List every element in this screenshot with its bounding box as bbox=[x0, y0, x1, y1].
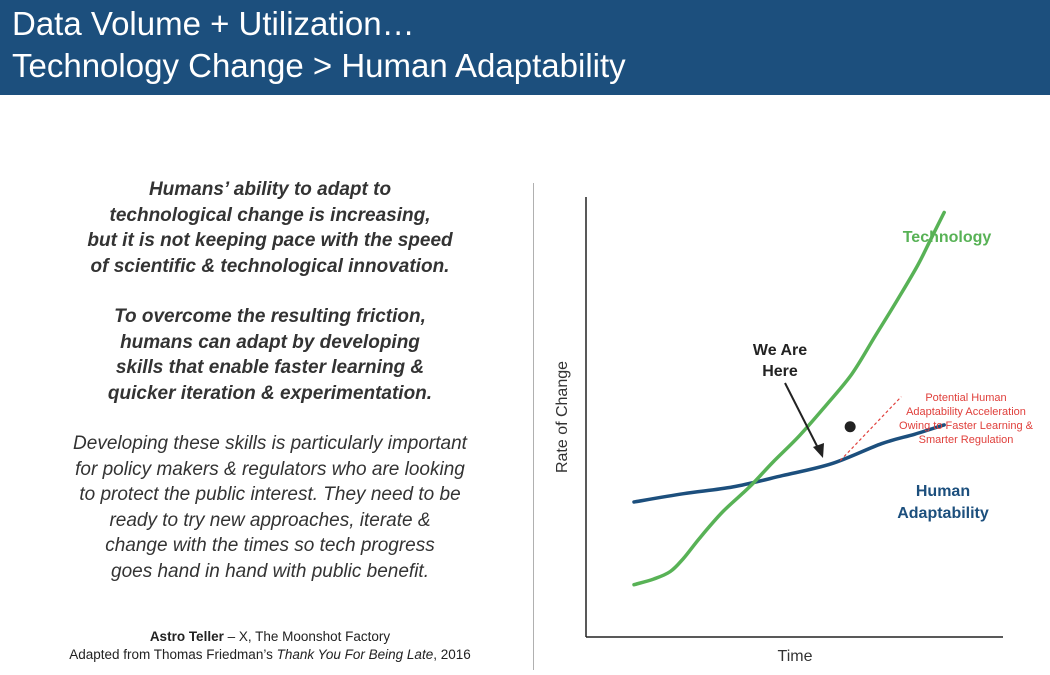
y-axis-label: Rate of Change bbox=[554, 361, 571, 473]
attribution: Astro Teller – X, The Moonshot Factory A… bbox=[20, 628, 520, 664]
technology-label: Technology bbox=[903, 229, 992, 246]
p3-line: change with the times so tech progress bbox=[105, 535, 435, 556]
slide-title-line1: Data Volume + Utilization… bbox=[12, 5, 415, 42]
p2-line: humans can adapt by developing bbox=[120, 331, 420, 353]
p1-line: but it is not keeping pace with the spee… bbox=[87, 230, 453, 251]
p1-line: technological change is increasing, bbox=[109, 204, 431, 226]
human-adaptability-label-line1: Human bbox=[916, 483, 970, 500]
p3-line: Developing these skills is particularly … bbox=[73, 433, 467, 454]
p3-line: ready to try new approaches, iterate & bbox=[109, 509, 431, 531]
paragraph-3: Developing these skills is particularly … bbox=[20, 431, 520, 584]
we-are-here-label-line2: Here bbox=[762, 363, 798, 380]
acceleration-label-line: Smarter Regulation bbox=[919, 434, 1014, 446]
human-adaptability-line bbox=[632, 423, 946, 504]
we-are-here-arrowhead bbox=[813, 443, 824, 458]
source-suffix: , 2016 bbox=[433, 647, 471, 662]
source-book-title: Thank You For Being Late bbox=[276, 647, 434, 662]
vertical-divider bbox=[533, 183, 534, 670]
acceleration-label-line: Adaptability Acceleration bbox=[906, 406, 1026, 418]
we-are-here-arrow-shaft bbox=[784, 382, 819, 449]
technology-line bbox=[632, 210, 946, 587]
human-adaptability-label-line2: Adaptability bbox=[897, 505, 989, 522]
author-affiliation: – X, The Moonshot Factory bbox=[223, 629, 391, 644]
we-are-here-point bbox=[844, 421, 856, 433]
p2-line: skills that enable faster learning & bbox=[115, 357, 425, 378]
source-prefix: Adapted from Thomas Friedman’s bbox=[69, 647, 277, 662]
p1-line: Humans’ ability to adapt to bbox=[148, 179, 392, 200]
p3-line: for policy makers & regulators who are l… bbox=[75, 458, 465, 480]
we-are-here-label-line1: We Are bbox=[753, 342, 807, 359]
attribution-author-line: Astro Teller – X, The Moonshot Factory bbox=[20, 628, 520, 646]
p2-line: quicker iteration & experimentation. bbox=[107, 382, 433, 404]
paragraph-2: To overcome the resulting friction, huma… bbox=[20, 304, 520, 406]
p2-line: To overcome the resulting friction, bbox=[114, 306, 426, 327]
attribution-source-line: Adapted from Thomas Friedman’s Thank You… bbox=[20, 646, 520, 664]
p3-line: to protect the public interest. They nee… bbox=[79, 484, 461, 505]
text-panel: Humans’ ability to adapt to technologica… bbox=[20, 177, 520, 584]
paragraph-1: Humans’ ability to adapt to technologica… bbox=[20, 177, 520, 279]
x-axis-label: Time bbox=[778, 648, 813, 665]
acceleration-dashed-line bbox=[839, 396, 902, 462]
p3-line: goes hand in hand with public benefit. bbox=[111, 560, 429, 582]
slide-title-line2: Technology Change > Human Adaptability bbox=[12, 47, 626, 84]
p1-line: of scientific & technological innovation… bbox=[90, 255, 450, 277]
author-name: Astro Teller bbox=[149, 629, 224, 644]
title-bar: Data Volume + Utilization… Technology Ch… bbox=[0, 0, 1050, 95]
acceleration-label-line: Potential Human bbox=[925, 392, 1006, 404]
acceleration-label-line: Owing to Faster Learning & bbox=[899, 420, 1034, 432]
